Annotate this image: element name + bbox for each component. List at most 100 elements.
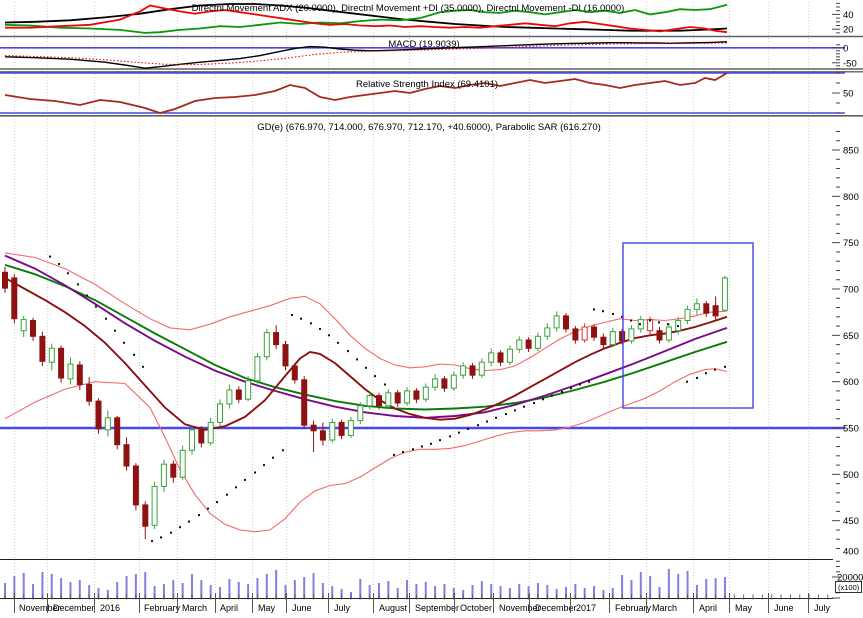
candle	[506, 348, 513, 363]
sar-dot	[649, 319, 651, 322]
price-ytick-label: 450	[843, 516, 859, 527]
candle	[721, 277, 728, 311]
sar-dot	[677, 325, 679, 328]
sar-dot	[67, 272, 69, 275]
sar-dot	[602, 310, 604, 313]
sar-dot	[579, 383, 581, 386]
level-lines	[0, 46, 845, 430]
sar-dot	[514, 409, 516, 412]
ma-slow-line	[4, 263, 728, 411]
sar-dot	[235, 486, 237, 489]
indicator-series	[4, 3, 728, 114]
sar-dots	[49, 255, 726, 543]
panel-dividers	[0, 35, 863, 600]
sar-dot	[291, 314, 293, 316]
candles	[2, 266, 728, 540]
month-label: July	[334, 603, 351, 613]
candle	[488, 352, 495, 363]
sar-dot	[495, 416, 497, 419]
sar-dot	[319, 327, 321, 330]
candle	[207, 421, 214, 444]
annotation-box[interactable]	[622, 242, 754, 409]
sar-dot	[412, 448, 414, 451]
price-ytick-label: 750	[843, 238, 859, 249]
candle	[95, 400, 102, 430]
sar-dot	[439, 439, 441, 442]
sar-dot	[114, 329, 116, 332]
sar-dot	[244, 478, 246, 481]
price-panel-title: GD(e) (676.970, 714.000, 676.970, 712.17…	[257, 122, 601, 133]
sar-dot	[263, 464, 265, 467]
candle	[30, 320, 36, 337]
candle	[693, 303, 700, 310]
sar-dot	[449, 435, 451, 438]
candle	[282, 344, 289, 367]
sar-dot	[133, 353, 135, 356]
annotation-rectangle[interactable]	[622, 242, 754, 409]
sar-dot	[667, 323, 669, 326]
sar-dot	[337, 341, 339, 344]
sar-dot	[123, 341, 125, 344]
sar-dot	[142, 365, 144, 368]
volume-scale-label: 20000	[837, 573, 863, 584]
sar-dot	[542, 398, 544, 401]
candle	[11, 277, 18, 320]
sar-dot	[77, 283, 79, 286]
sar-dot	[533, 402, 535, 404]
sar-dot	[58, 263, 60, 265]
candle	[385, 392, 392, 407]
dmi-ytick-label: 40	[843, 10, 854, 21]
candle	[366, 395, 373, 407]
candle	[394, 392, 401, 404]
right-axis: 40 20 0 -50 50 850 800 750 700 650 600 550 500 450 400	[832, 2, 859, 599]
candle	[497, 352, 504, 363]
sar-dot	[198, 514, 200, 517]
month-label: November	[499, 603, 541, 613]
sar-dot	[467, 427, 469, 430]
sar-dot	[523, 405, 525, 408]
price-ytick-label: 400	[843, 547, 859, 558]
candle	[123, 444, 130, 467]
month-label: May	[735, 603, 753, 613]
candle	[104, 417, 111, 431]
candle	[516, 339, 523, 350]
candle	[338, 421, 345, 436]
sar-dot	[612, 313, 614, 315]
candle	[76, 364, 83, 385]
dmi-ytick-label: 20	[843, 25, 854, 36]
candle	[20, 319, 27, 332]
volume-unit-box	[835, 581, 862, 593]
candle	[703, 303, 710, 314]
sar-dot	[686, 380, 688, 383]
candle	[563, 315, 569, 330]
sar-dot	[179, 526, 181, 529]
price-ytick-label: 600	[843, 377, 859, 388]
sar-dot	[421, 445, 423, 448]
candle	[310, 424, 317, 432]
price-ytick-label: 850	[843, 146, 859, 157]
macd-ytick-label: -50	[843, 58, 857, 69]
sar-dot	[658, 321, 660, 324]
sar-dot	[160, 536, 162, 539]
sar-dot	[272, 456, 274, 459]
candle	[712, 305, 719, 317]
rsi-line	[4, 72, 728, 114]
sar-dot	[724, 365, 726, 368]
candle	[245, 380, 252, 400]
ma-mid-line	[4, 254, 728, 419]
sar-dot	[505, 413, 507, 416]
sar-dot	[630, 319, 632, 322]
price-ytick-label: 700	[843, 285, 859, 296]
candle	[441, 378, 448, 389]
rsi-ytick-label: 50	[843, 89, 854, 100]
sar-dot	[328, 334, 330, 337]
candle	[404, 390, 411, 404]
month-label: August	[379, 603, 408, 613]
candle	[422, 386, 429, 400]
candle	[151, 485, 158, 526]
candle	[432, 378, 439, 388]
sar-dot	[714, 368, 716, 371]
candle	[525, 339, 532, 349]
